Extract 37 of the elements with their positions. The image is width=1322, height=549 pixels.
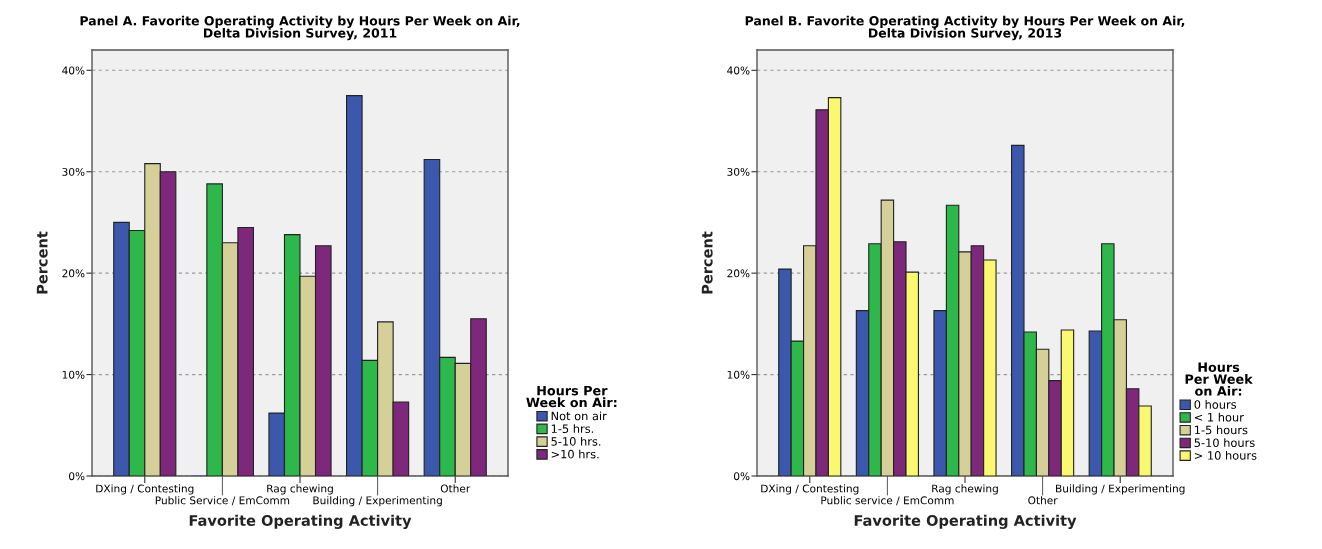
y-axis-title: Percent: [701, 231, 713, 294]
y-tick-label: 10%: [727, 370, 750, 379]
x-tick-label: Other: [440, 484, 471, 493]
legend-label: < 1 hour: [1194, 412, 1244, 422]
y-axis-title: Percent: [36, 231, 48, 294]
y-tick-label: 20%: [62, 269, 85, 278]
chart-title: Panel B. Favorite Operating Activity by Hours Per Week on Air, Delta Division Survey, 2013: [745, 15, 1185, 41]
legend-title: Hours Per Week on Air:: [526, 385, 617, 408]
legend-title: Hours Per Week on Air:: [1185, 362, 1253, 396]
legend-label: >10 hrs.: [551, 449, 599, 459]
y-tick-label: 0%: [734, 472, 750, 481]
x-tick-label: DXing / Contesting: [761, 484, 859, 495]
y-tick-label: 0%: [69, 472, 85, 481]
chart-title: Panel A. Favorite Operating Activity by Hours Per Week on Air, Delta Division Survey, 2011: [80, 15, 520, 41]
x-tick-label: Public service / EmComm: [821, 496, 954, 506]
x-axis-title: Favorite Operating Activity: [189, 514, 412, 529]
x-tick-label: Public Service / EmComm: [155, 496, 290, 506]
y-tick-label: 20%: [727, 269, 750, 278]
y-tick-label: 40%: [62, 66, 85, 75]
legend-label: Not on air: [551, 411, 607, 421]
legend-label: 5-10 hours: [1194, 438, 1255, 447]
legend-label: 5-10 hrs.: [551, 436, 601, 446]
legend-label: 1-5 hours: [1194, 425, 1248, 435]
x-tick-label: Other: [1028, 496, 1058, 505]
y-tick-label: 10%: [62, 370, 85, 379]
x-tick-label: Building / Experimenting: [1056, 484, 1185, 495]
legend-label: 0 hours: [1194, 399, 1237, 409]
x-tick-label: DXing / Contesting: [96, 484, 194, 495]
x-tick-label: Rag chewing: [932, 484, 998, 495]
x-axis-title: Favorite Operating Activity: [854, 514, 1077, 529]
y-tick-label: 40%: [727, 66, 750, 75]
x-tick-label: Building / Experimenting: [313, 496, 442, 507]
y-tick-label: 30%: [62, 167, 85, 176]
y-tick-label: 30%: [727, 167, 750, 176]
legend-label: 1-5 hrs.: [551, 424, 594, 433]
x-tick-label: Rag chewing: [267, 484, 333, 495]
legend-label: > 10 hours: [1194, 450, 1257, 460]
